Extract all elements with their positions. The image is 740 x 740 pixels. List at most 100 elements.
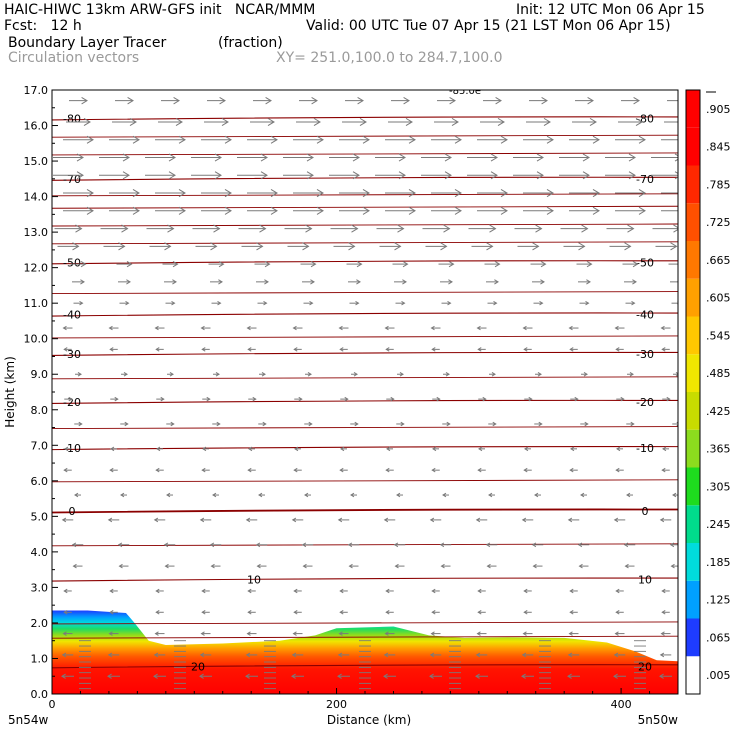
vector-arrowhead: [385, 467, 390, 473]
vector-arrowhead: [209, 542, 215, 548]
colorbar-swatch: [686, 354, 700, 392]
vector-arrowhead: [543, 117, 551, 127]
vector-arrowhead: [310, 260, 317, 268]
vector-arrowhead: [402, 279, 407, 285]
vector-arrowhead: [80, 260, 87, 268]
vector-arrowhead: [306, 171, 314, 180]
y-tick-label: 6.0: [31, 475, 49, 488]
vector-arrowhead: [402, 260, 409, 268]
vector-arrowhead: [393, 542, 399, 548]
vector-arrowhead: [75, 224, 83, 233]
contour-label: -30: [636, 348, 654, 361]
vector-arrowhead: [592, 206, 600, 215]
vector-arrowhead: [201, 467, 206, 473]
vector-arrowhead: [224, 189, 232, 198]
colorbar-swatch: [686, 165, 700, 204]
vector-arrowhead: [574, 396, 579, 402]
colorbar-swatch: [686, 241, 700, 279]
vector-arrowhead: [638, 189, 646, 198]
vector-arrowhead: [431, 347, 436, 352]
vector-arrowhead: [449, 96, 456, 105]
vector-arrowhead: [536, 171, 544, 180]
vector-arrowhead: [630, 421, 635, 427]
vector-arrowhead: [448, 279, 453, 285]
vector-arrowhead: [292, 631, 297, 636]
vector-arrowhead: [580, 492, 585, 498]
vector-arrowhead: [384, 325, 389, 331]
vector-arrowhead: [383, 673, 388, 679]
xy-range: XY= 251.0,100.0 to 284.7,100.0: [276, 50, 503, 66]
vector-arrowhead: [432, 446, 437, 452]
vector-arrowhead: [248, 446, 253, 452]
temperature-contour: [52, 223, 678, 227]
vector-arrowhead: [154, 631, 159, 636]
vector-arrowhead: [122, 171, 130, 180]
vector-arrowhead: [398, 171, 406, 180]
vector-arrowhead: [153, 673, 158, 679]
vector-arrowhead: [477, 588, 482, 594]
vector-arrowhead: [500, 135, 508, 144]
vector-arrowhead: [201, 588, 206, 594]
vector-arrowhead: [263, 300, 268, 306]
vector-arrowhead: [64, 446, 69, 452]
vector-arrowhead: [454, 135, 462, 144]
y-tick-label: 11.0: [24, 297, 49, 310]
vector-arrowhead: [661, 588, 666, 594]
vector-arrowhead: [521, 517, 527, 523]
vector-arrowhead: [77, 372, 82, 377]
vector-arrowhead: [302, 563, 307, 569]
x-tick-label: 200: [326, 698, 347, 711]
vector-arrowhead: [245, 517, 251, 523]
vector-arrowhead: [356, 260, 363, 268]
vector-arrowhead: [623, 542, 629, 548]
vector-arrowhead: [109, 467, 114, 473]
vectors-label: Circulation vectors: [8, 50, 140, 66]
colorbar-label: .665: [706, 254, 731, 267]
vector-arrowhead: [169, 372, 174, 377]
vector-arrowhead: [632, 260, 639, 268]
y-tick-label: 3.0: [31, 581, 49, 594]
colorbar-label: .365: [706, 443, 731, 456]
vector-arrowhead: [301, 542, 307, 548]
vector-arrowhead: [522, 325, 527, 331]
vector-arrowhead: [629, 372, 634, 377]
vector-arrowhead: [615, 347, 620, 352]
vector-arrowhead: [451, 117, 459, 127]
vector-arrowhead: [339, 588, 344, 594]
vector-arrowhead: [132, 135, 140, 144]
vector-arrowhead: [524, 446, 529, 452]
vector-arrowhead: [662, 446, 667, 452]
y-axis-label: Height (km): [3, 356, 17, 427]
vector-arrowhead: [620, 396, 625, 402]
vector-arrowhead: [615, 467, 620, 473]
vector-arrowhead: [172, 260, 179, 268]
contour-label: 20: [191, 660, 205, 673]
vector-arrowhead: [523, 347, 528, 352]
vector-arrowhead: [436, 396, 441, 402]
contour-label: -20: [636, 396, 654, 409]
vector-arrowhead: [531, 542, 537, 548]
vector-arrowhead: [431, 467, 436, 473]
vector-arrowhead: [394, 242, 402, 251]
vector-arrowhead: [429, 517, 435, 523]
vector-arrowhead: [567, 652, 573, 658]
vector-arrowhead: [347, 542, 353, 548]
vector-arrowhead: [201, 610, 206, 615]
vector-arrowhead: [587, 96, 594, 105]
vector-arrowhead: [74, 492, 79, 498]
vector-arrowhead: [316, 206, 324, 215]
vector-arrowhead: [477, 467, 482, 473]
vector-arrowhead: [171, 300, 176, 306]
vector-arrowhead: [442, 492, 447, 498]
vector-arrowhead: [153, 517, 159, 523]
vector-arrowhead: [476, 325, 481, 331]
temperature-contour: [52, 291, 678, 294]
vector-arrowhead: [408, 135, 416, 144]
vector-arrowhead: [339, 610, 344, 615]
vector-arrowhead: [81, 96, 88, 105]
x-axis-label: Distance (km): [327, 713, 411, 727]
vector-arrowhead: [224, 135, 232, 144]
vector-arrowhead: [199, 673, 204, 679]
vector-arrowhead: [291, 517, 297, 523]
vector-arrowhead: [673, 224, 678, 233]
